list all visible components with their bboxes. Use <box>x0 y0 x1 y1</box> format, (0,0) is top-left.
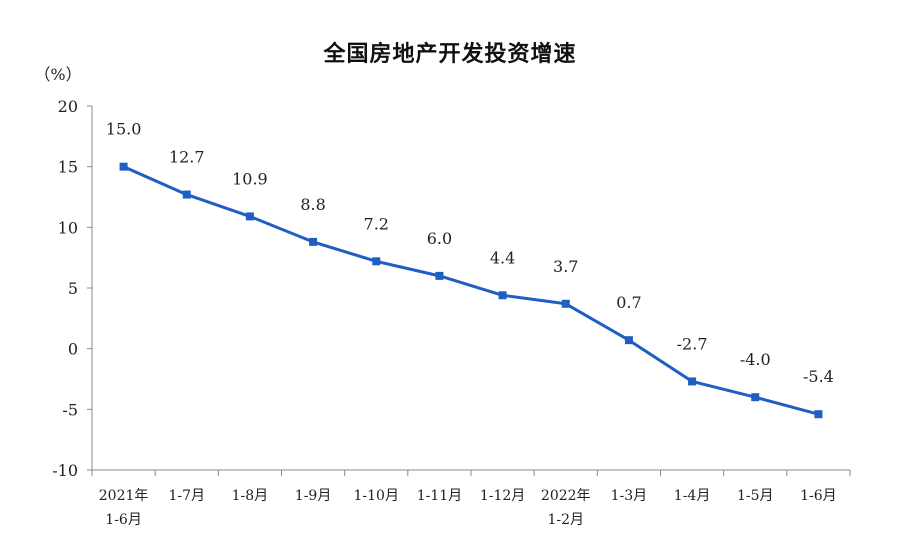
data-labels: 15.0 12.7 10.9 8.8 7.2 6.0 4.4 3.7 0.7 -2.7 -4.0 -5… <box>106 120 834 387</box>
data-label: 7.2 <box>364 214 389 233</box>
data-label: 8.8 <box>300 195 325 214</box>
y-tick-label: 15 <box>58 158 78 177</box>
data-label: 3.7 <box>553 257 578 276</box>
series-investment-growth <box>119 162 823 419</box>
x-tick-label: 2022年 1-2月 <box>541 488 591 528</box>
data-point <box>119 162 128 171</box>
x-tick-label: 1-8月 <box>232 488 269 504</box>
data-label: 15.0 <box>106 120 142 139</box>
y-tick-label: -10 <box>52 461 78 480</box>
y-tick-label: 5 <box>68 279 78 298</box>
x-tick-label: 1-3月 <box>611 488 648 504</box>
y-axis-ticks: 20 15 10 5 0 -5 -10 <box>52 97 92 480</box>
data-point <box>498 291 507 300</box>
data-point <box>561 299 570 308</box>
series-line <box>122 165 820 416</box>
x-tick-label: 1-5月 <box>737 488 774 504</box>
x-tick-label: 1-11月 <box>417 488 462 504</box>
x-tick-label: 1-4月 <box>674 488 711 504</box>
data-label: -4.0 <box>740 350 771 369</box>
data-point <box>435 271 444 280</box>
x-tick-label: 1-6月 <box>800 488 837 504</box>
data-point <box>182 190 191 199</box>
x-tick-label: 1-12月 <box>480 488 525 504</box>
y-tick-label: 20 <box>58 97 78 116</box>
axes <box>91 106 850 471</box>
data-point <box>624 336 633 345</box>
data-point <box>245 212 254 221</box>
data-label: 10.9 <box>232 169 268 188</box>
y-tick-label: 0 <box>68 340 78 359</box>
x-tick-label: 1-9月 <box>295 488 332 504</box>
chart-title: 全国房地产开发投资增速 <box>323 42 577 67</box>
data-label: 6.0 <box>427 229 452 248</box>
x-tick-label: 1-7月 <box>168 488 205 504</box>
x-tick-label: 1-10月 <box>354 488 399 504</box>
data-point <box>372 257 381 266</box>
y-axis-unit-label: （%） <box>34 65 81 84</box>
y-tick-label: 10 <box>58 218 78 237</box>
data-label: 0.7 <box>616 293 641 312</box>
y-tick-label: -5 <box>62 400 78 419</box>
data-point <box>814 410 823 419</box>
data-label: 4.4 <box>490 248 515 267</box>
data-label: -5.4 <box>803 367 834 386</box>
x-tick-label: 2021年 1-6月 <box>99 488 149 528</box>
data-point <box>309 237 318 246</box>
data-point <box>751 393 760 402</box>
x-axis-ticks: 2021年 1-6月 1-7月 1-8月 1-9月 1-10月 1-11月 1-12月 2022… <box>91 470 851 528</box>
data-label: -2.7 <box>677 334 708 353</box>
data-point <box>688 377 697 386</box>
data-label: 12.7 <box>169 148 205 167</box>
